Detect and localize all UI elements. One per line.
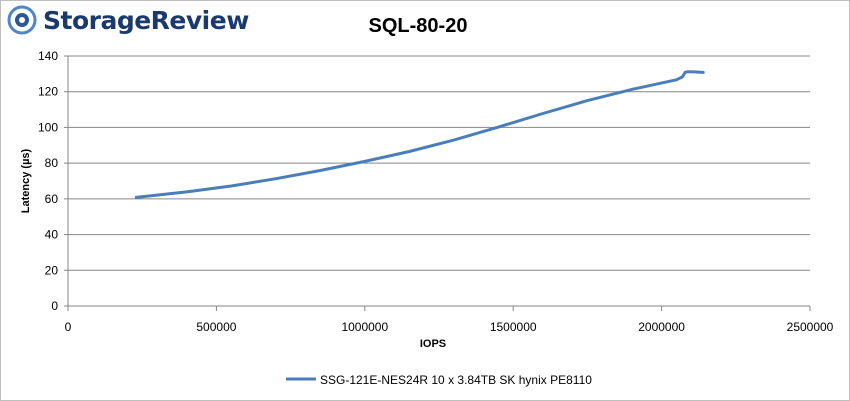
x-tick-label: 2500000: [787, 320, 834, 334]
data-point: [693, 71, 695, 73]
data-point: [453, 139, 455, 141]
data-point: [675, 79, 678, 81]
data-point: [681, 76, 684, 78]
y-tick-label: 60: [45, 192, 59, 206]
y-tick-label: 0: [51, 299, 58, 313]
y-tick-label: 80: [45, 156, 59, 170]
chart-title: SQL-80-20: [369, 15, 468, 37]
data-point: [586, 99, 589, 102]
axes: [67, 56, 810, 307]
y-tick-label: 100: [38, 120, 58, 134]
y-tick-label: 140: [38, 49, 58, 63]
data-point: [702, 71, 704, 74]
storagereview-logo-icon: [7, 5, 37, 35]
data-point: [631, 88, 633, 91]
series-line: [134, 70, 705, 199]
data-point: [319, 169, 322, 172]
x-tick-label: 0: [65, 320, 72, 334]
x-tick-label: 2000000: [638, 320, 685, 334]
data-point: [497, 126, 500, 128]
series: [134, 70, 705, 199]
data-point: [230, 185, 232, 187]
y-tick-label: 40: [45, 228, 59, 242]
legend: SSG-121E-NES24R 10 x 3.84TB SK hynix PE8…: [286, 373, 592, 387]
legend-label: SSG-121E-NES24R 10 x 3.84TB SK hynix PE8…: [320, 373, 592, 387]
y-tick-label: 20: [45, 263, 59, 277]
x-tick-label: 1500000: [490, 320, 537, 334]
brand-logo: StorageReview: [7, 5, 249, 35]
y-tick-labels: 0 20 40 60 80 100 120 140: [38, 49, 58, 313]
y-tick-label: 120: [38, 85, 58, 99]
data-point: [408, 150, 411, 153]
gridlines: [64, 55, 811, 311]
data-point: [542, 112, 544, 115]
data-point: [364, 160, 366, 163]
data-point: [687, 70, 690, 73]
x-tick-labels: 0 500000 1000000 1500000 2000000 2500000: [65, 320, 834, 334]
data-point: [135, 196, 138, 199]
brand-name: StorageReview: [43, 5, 249, 35]
x-tick-label: 500000: [196, 320, 236, 334]
data-point: [185, 191, 188, 193]
y-axis-title: Latency (µs): [20, 148, 32, 213]
x-tick-label: 1000000: [341, 320, 388, 334]
data-point: [684, 71, 687, 73]
data-point: [275, 177, 277, 180]
x-axis-title: IOPS: [420, 338, 446, 350]
